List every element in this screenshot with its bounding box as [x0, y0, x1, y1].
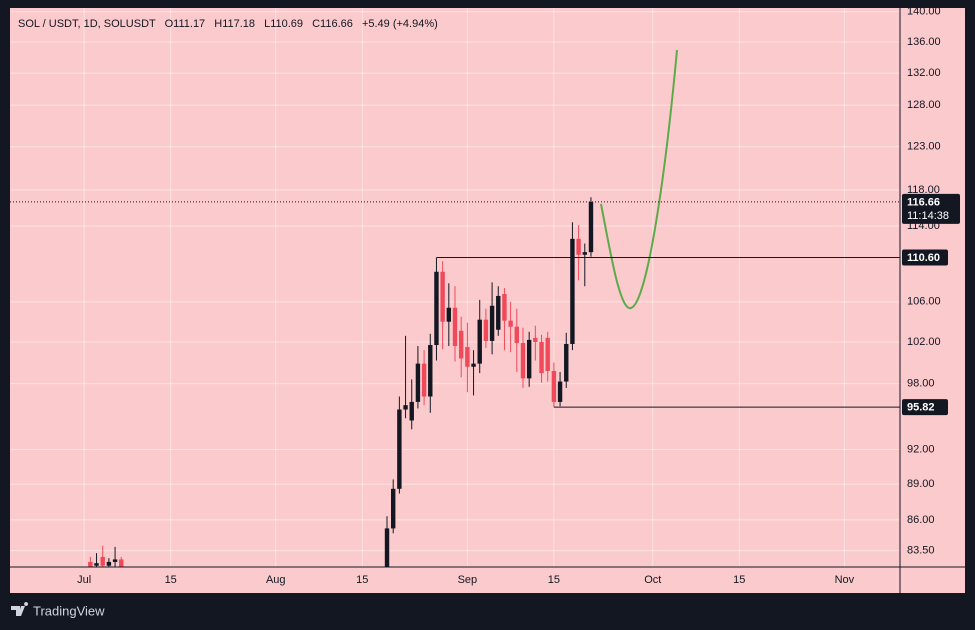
candle-body	[477, 319, 482, 364]
candle-body	[551, 370, 557, 402]
x-tick-label: 15	[548, 574, 560, 586]
candle-body	[502, 293, 507, 321]
candle-body	[415, 363, 421, 402]
candle-body	[100, 556, 105, 566]
candle-body	[582, 252, 587, 255]
y-tick-label: 118.00	[907, 184, 940, 196]
change-label: +5.49 (+4.94%)	[362, 18, 438, 30]
y-tick-label: 140.00	[907, 6, 941, 18]
projection-curve	[600, 49, 678, 310]
x-tick-label: Aug	[266, 574, 286, 586]
candle-body	[403, 405, 408, 410]
countdown-label: 11:14:38	[907, 210, 949, 222]
symbol: SOL / USDT, 1D, SOLUSDT	[18, 18, 156, 30]
close-label: C116.66	[312, 18, 353, 30]
level-label-box	[902, 249, 948, 266]
candle-body	[440, 271, 445, 322]
y-tick-label: 123.00	[907, 141, 941, 153]
candle-body	[570, 238, 575, 344]
candle-body	[471, 363, 476, 367]
candle-body	[588, 201, 594, 253]
level-label: 95.82	[907, 402, 935, 414]
candle-body	[458, 330, 464, 359]
open-label: O111.17	[165, 18, 206, 30]
candle-body	[508, 320, 513, 327]
y-tick-label: 106.00	[907, 296, 941, 308]
last-price-label: 116.66	[907, 196, 940, 208]
grid	[10, 8, 900, 567]
x-tick-label: Jul	[77, 574, 91, 586]
logo-icon	[11, 602, 29, 616]
high-label: H117.18	[214, 18, 255, 30]
candle-body	[465, 347, 470, 367]
candle-body	[112, 559, 118, 562]
axes: 140.00136.00132.00128.00123.00118.00114.…	[77, 6, 941, 586]
candle-body	[421, 363, 427, 397]
candle-body	[434, 271, 439, 346]
candle-body	[489, 305, 495, 341]
candle-body	[384, 528, 390, 567]
candle-body	[496, 295, 501, 330]
candle-body	[545, 337, 550, 371]
y-tick-label: 98.00	[907, 378, 935, 390]
candle-body	[452, 307, 458, 347]
level-label-box	[902, 399, 948, 416]
y-tick-label: 132.00	[907, 67, 941, 79]
x-tick-label: Nov	[835, 574, 855, 586]
y-tick-label: 92.00	[907, 443, 935, 455]
plot	[88, 197, 594, 567]
logo-text: TradingView	[33, 603, 105, 618]
y-tick-label: 102.00	[907, 336, 941, 348]
candle-body	[409, 401, 414, 421]
chart-background	[10, 8, 965, 593]
candle-body	[520, 342, 526, 379]
candle-body	[576, 238, 581, 255]
candle-body	[397, 409, 402, 489]
x-tick-label: Sep	[458, 574, 478, 586]
candle-body	[88, 561, 93, 567]
candle-body	[557, 381, 563, 402]
candle-body	[94, 563, 99, 566]
logo[interactable]: TradingView	[11, 602, 105, 618]
candle-body	[533, 337, 538, 342]
candle-body	[106, 561, 112, 566]
candle-body	[539, 341, 544, 374]
candle-body	[446, 307, 452, 322]
chart-header: SOL / USDT, 1D, SOLUSDT O111.17 H117.18 …	[18, 18, 438, 30]
x-tick-label: Oct	[644, 574, 661, 586]
x-tick-label: 15	[733, 574, 745, 586]
candle-body	[483, 319, 489, 341]
y-tick-label: 86.00	[907, 514, 935, 526]
candle-body	[514, 326, 520, 343]
y-tick-label: 83.50	[907, 545, 935, 557]
candle-body	[390, 488, 396, 529]
x-tick-label: 15	[165, 574, 177, 586]
y-tick-label: 89.00	[907, 478, 935, 490]
x-tick-label: 15	[356, 574, 368, 586]
candle-body	[119, 559, 124, 567]
y-tick-label: 128.00	[907, 99, 941, 111]
y-tick-label: 136.00	[907, 36, 941, 48]
candle-body	[564, 343, 569, 382]
candle-body	[428, 345, 433, 397]
last-price-box	[902, 193, 960, 224]
low-label: L110.69	[264, 18, 303, 30]
level-label: 110.60	[907, 252, 940, 264]
candle-body	[526, 339, 532, 379]
